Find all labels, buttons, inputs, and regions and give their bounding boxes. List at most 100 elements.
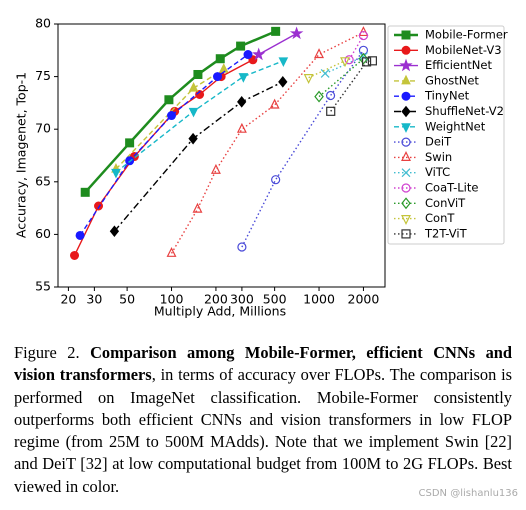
watermark: CSDN @lishanlu136	[418, 488, 518, 499]
marker	[167, 111, 177, 121]
legend-label: EfficientNet	[425, 58, 492, 72]
marker	[358, 52, 369, 65]
marker	[314, 48, 325, 59]
marker	[213, 72, 223, 82]
marker	[237, 242, 247, 252]
marker	[303, 74, 314, 84]
legend-label: Swin	[425, 150, 452, 164]
x-tick-label: 30	[86, 292, 102, 307]
caption: Figure 2. Comparison among Mobile-Former…	[14, 342, 512, 498]
y-tick-label: 65	[35, 173, 51, 188]
marker	[320, 69, 330, 78]
marker	[344, 55, 354, 65]
marker	[358, 26, 369, 37]
marker	[358, 30, 369, 41]
marker	[237, 96, 247, 108]
chart: Multiply Add, Millions Accuracy, Imagene…	[14, 16, 508, 319]
marker	[80, 187, 90, 197]
marker	[367, 56, 377, 66]
legend-marker	[401, 168, 411, 178]
x-tick-label: 100	[160, 292, 184, 307]
legend-marker	[401, 30, 411, 40]
marker	[238, 73, 249, 83]
legend-marker	[401, 105, 411, 118]
marker	[111, 168, 121, 179]
legend-marker	[401, 197, 411, 210]
y-tick-label: 70	[35, 121, 51, 136]
marker	[75, 230, 85, 240]
y-tick-label: 60	[35, 226, 51, 241]
y-axis-label: Accuracy, Imagenet, Top-1	[14, 72, 29, 238]
legend-label: MobileNet-V3	[425, 43, 502, 57]
x-axis-label: Multiply Add, Millions	[154, 304, 286, 319]
marker	[271, 26, 281, 36]
series-line	[308, 60, 346, 79]
legend-marker	[401, 91, 411, 101]
marker	[359, 52, 368, 62]
legend-label: GhostNet	[425, 73, 479, 87]
legend-label: ConT	[425, 211, 455, 225]
legend-label: WeightNet	[425, 119, 486, 133]
series-line	[258, 32, 297, 56]
marker	[236, 122, 247, 133]
legend-marker	[401, 151, 411, 161]
marker	[325, 90, 336, 101]
legend-marker	[401, 45, 411, 55]
y-tick-label: 55	[35, 279, 51, 294]
marker	[188, 132, 198, 145]
legend-label: CoaT-Lite	[425, 181, 478, 195]
marker	[269, 98, 280, 109]
marker	[278, 76, 288, 88]
legend-label: ViTC	[425, 165, 450, 179]
y-tick-label: 80	[35, 16, 51, 31]
marker	[289, 26, 304, 40]
legend-marker	[401, 123, 411, 133]
series-line	[241, 49, 365, 248]
caption-bold: Comparison among Mobile-Former, efficien…	[14, 343, 512, 385]
caption-label: Figure 2.	[14, 343, 80, 362]
marker	[271, 175, 281, 185]
x-tick-label: 50	[119, 292, 135, 307]
marker	[252, 47, 266, 61]
marker	[188, 107, 199, 118]
legend-label: ConViT	[425, 196, 466, 210]
legend	[387, 25, 505, 245]
marker	[125, 138, 135, 148]
marker	[70, 250, 80, 260]
marker	[188, 82, 199, 92]
marker	[193, 69, 203, 79]
series-line	[348, 35, 365, 61]
series-line	[79, 53, 249, 236]
x-tick-label: 2000	[348, 292, 380, 307]
legend-marker	[401, 229, 411, 239]
x-tick-label: 1000	[303, 292, 335, 307]
x-tick-label: 20	[60, 292, 76, 307]
series-line	[113, 81, 284, 232]
marker	[326, 106, 336, 116]
legend-marker	[401, 183, 411, 193]
x-tick-label: 500	[263, 292, 287, 307]
legend-marker	[401, 215, 411, 225]
legend-label: Mobile-Former	[425, 28, 508, 42]
legend-marker	[401, 74, 411, 85]
x-tick-label: 200	[204, 292, 228, 307]
marker	[278, 57, 289, 67]
marker	[243, 50, 253, 60]
marker	[210, 163, 221, 174]
x-tick-label: 300	[230, 292, 254, 307]
marker	[340, 57, 350, 68]
marker	[361, 57, 372, 67]
legend-label: DeiT	[425, 135, 452, 149]
marker	[109, 225, 120, 238]
series-line	[115, 60, 284, 173]
marker	[192, 202, 203, 213]
marker	[94, 201, 104, 211]
legend-label: TinyNet	[424, 89, 470, 103]
marker	[166, 246, 177, 257]
legend-marker	[399, 58, 413, 72]
legend-label: ShuffleNet-V2	[425, 104, 504, 118]
marker	[164, 95, 174, 105]
marker	[314, 90, 324, 103]
legend-marker	[401, 137, 411, 147]
y-tick-label: 75	[35, 68, 51, 83]
